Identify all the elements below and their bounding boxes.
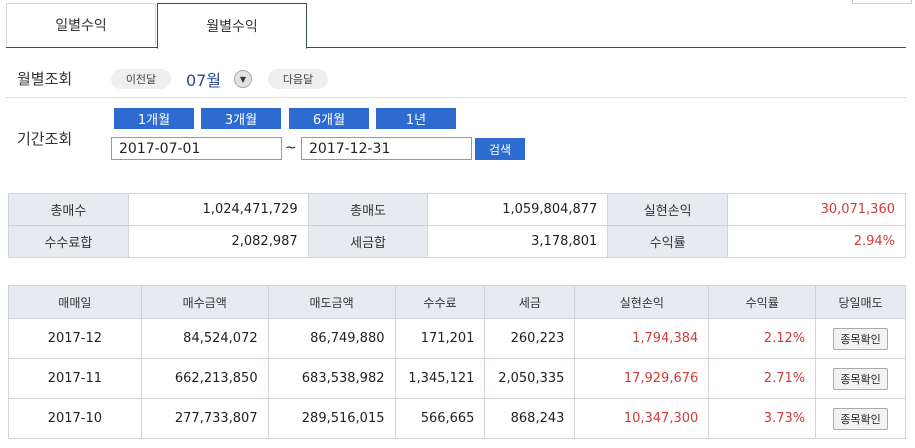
period-1-month-button[interactable]: 1개월 <box>114 108 194 129</box>
table-header-row: 매매일 매수금액 매도금액 수수료 세금 실현손익 수익률 당일매도 <box>8 285 906 319</box>
total-buy-label: 총매수 <box>8 193 129 226</box>
tax-total-value: 3,178,801 <box>427 225 609 258</box>
col-header-trade-date: 매매일 <box>8 285 142 319</box>
period-6-months-button[interactable]: 6개월 <box>289 108 369 129</box>
tab-monthly-profit[interactable]: 월별수익 <box>157 3 307 49</box>
month-nav-label: 월별조회 <box>17 70 73 88</box>
cell-realized-pnl: 1,794,384 <box>574 318 710 359</box>
cell-tax: 260,223 <box>484 318 576 359</box>
period-1-year-button[interactable]: 1년 <box>376 108 456 129</box>
tab-bar: 일별수익 월별수익 <box>6 3 906 49</box>
cell-buy-amount: 662,213,850 <box>140 358 269 399</box>
cell-fee: 566,665 <box>394 398 486 439</box>
fee-total-value: 2,082,987 <box>127 225 309 258</box>
summary-row: 수수료합 2,082,987 세금합 3,178,801 수익률 2.94% <box>8 225 906 258</box>
summary-table: 총매수 1,024,471,729 총매도 1,059,804,877 실현손익… <box>8 193 906 258</box>
check-stocks-button[interactable]: 종목확인 <box>833 327 888 350</box>
col-header-sell-amount: 매도금액 <box>267 285 396 319</box>
next-month-button[interactable]: 다음달 <box>268 69 328 89</box>
cell-trade-date: 2017-11 <box>8 358 142 399</box>
col-header-return-rate: 수익률 <box>708 285 817 319</box>
table-row: 2017-10 277,733,807 289,516,015 566,665 … <box>8 398 906 439</box>
cell-realized-pnl: 10,347,300 <box>574 398 710 439</box>
cell-sell-amount: 289,516,015 <box>267 398 396 439</box>
date-range-separator: ~ <box>285 140 297 156</box>
end-date-input[interactable] <box>301 137 472 160</box>
cell-realized-pnl: 17,929,676 <box>574 358 710 399</box>
col-header-fee: 수수료 <box>394 285 486 319</box>
period-3-months-button[interactable]: 3개월 <box>201 108 281 129</box>
cell-trade-date: 2017-10 <box>8 398 142 439</box>
month-nav-row: 월별조회 이전달 07월 ▼ 다음달 <box>6 60 906 98</box>
check-stocks-button[interactable]: 종목확인 <box>833 367 888 390</box>
cell-fee: 171,201 <box>394 318 486 359</box>
cell-sell-amount: 683,538,982 <box>267 358 396 399</box>
fee-total-label: 수수료합 <box>8 225 129 258</box>
realized-pnl-value: 30,071,360 <box>727 193 906 226</box>
table-row: 2017-12 84,524,072 86,749,880 171,201 26… <box>8 318 906 359</box>
cell-return-rate: 3.73% <box>708 398 817 439</box>
cell-buy-amount: 84,524,072 <box>140 318 269 359</box>
cell-buy-amount: 277,733,807 <box>140 398 269 439</box>
col-header-buy-amount: 매수금액 <box>140 285 269 319</box>
cell-same-day-sell: 종목확인 <box>815 398 906 439</box>
period-label: 기간조회 <box>17 130 73 148</box>
col-header-same-day-sell: 당일매도 <box>815 285 906 319</box>
total-sell-label: 총매도 <box>307 193 429 226</box>
col-header-realized-pnl: 실현손익 <box>574 285 710 319</box>
start-date-input[interactable] <box>111 137 282 160</box>
window-corner <box>852 0 912 4</box>
cell-tax: 868,243 <box>484 398 576 439</box>
chevron-down-icon[interactable]: ▼ <box>234 70 252 88</box>
check-stocks-button[interactable]: 종목확인 <box>833 407 888 430</box>
search-button[interactable]: 검색 <box>475 138 525 160</box>
current-month: 07월 <box>186 71 222 90</box>
total-sell-value: 1,059,804,877 <box>427 193 609 226</box>
return-rate-label: 수익률 <box>607 225 729 258</box>
monthly-detail-table: 매매일 매수금액 매도금액 수수료 세금 실현손익 수익률 당일매도 2017-… <box>8 285 906 439</box>
cell-same-day-sell: 종목확인 <box>815 358 906 399</box>
total-buy-value: 1,024,471,729 <box>127 193 309 226</box>
cell-trade-date: 2017-12 <box>8 318 142 359</box>
cell-sell-amount: 86,749,880 <box>267 318 396 359</box>
realized-pnl-label: 실현손익 <box>607 193 729 226</box>
cell-return-rate: 2.12% <box>708 318 817 359</box>
col-header-tax: 세금 <box>484 285 576 319</box>
prev-month-button[interactable]: 이전달 <box>111 69 171 89</box>
table-row: 2017-11 662,213,850 683,538,982 1,345,12… <box>8 358 906 399</box>
cell-tax: 2,050,335 <box>484 358 576 399</box>
cell-same-day-sell: 종목확인 <box>815 318 906 359</box>
tab-daily-profit[interactable]: 일별수익 <box>6 3 156 46</box>
return-rate-value: 2.94% <box>727 225 906 258</box>
cell-return-rate: 2.71% <box>708 358 817 399</box>
tax-total-label: 세금합 <box>307 225 429 258</box>
cell-fee: 1,345,121 <box>394 358 486 399</box>
summary-row: 총매수 1,024,471,729 총매도 1,059,804,877 실현손익… <box>8 193 906 226</box>
